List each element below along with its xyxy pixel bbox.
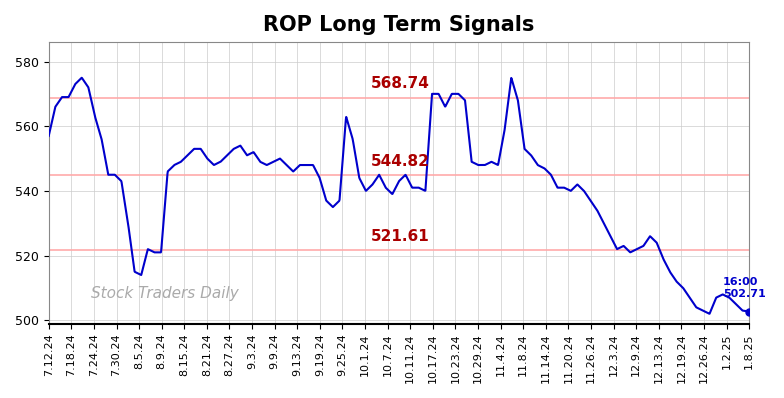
Title: ROP Long Term Signals: ROP Long Term Signals [263, 15, 535, 35]
Text: 568.74: 568.74 [371, 76, 430, 92]
Text: 521.61: 521.61 [371, 229, 430, 244]
Text: 544.82: 544.82 [371, 154, 430, 169]
Text: Stock Traders Daily: Stock Traders Daily [91, 286, 238, 301]
Text: 16:00
502.71: 16:00 502.71 [723, 277, 765, 298]
